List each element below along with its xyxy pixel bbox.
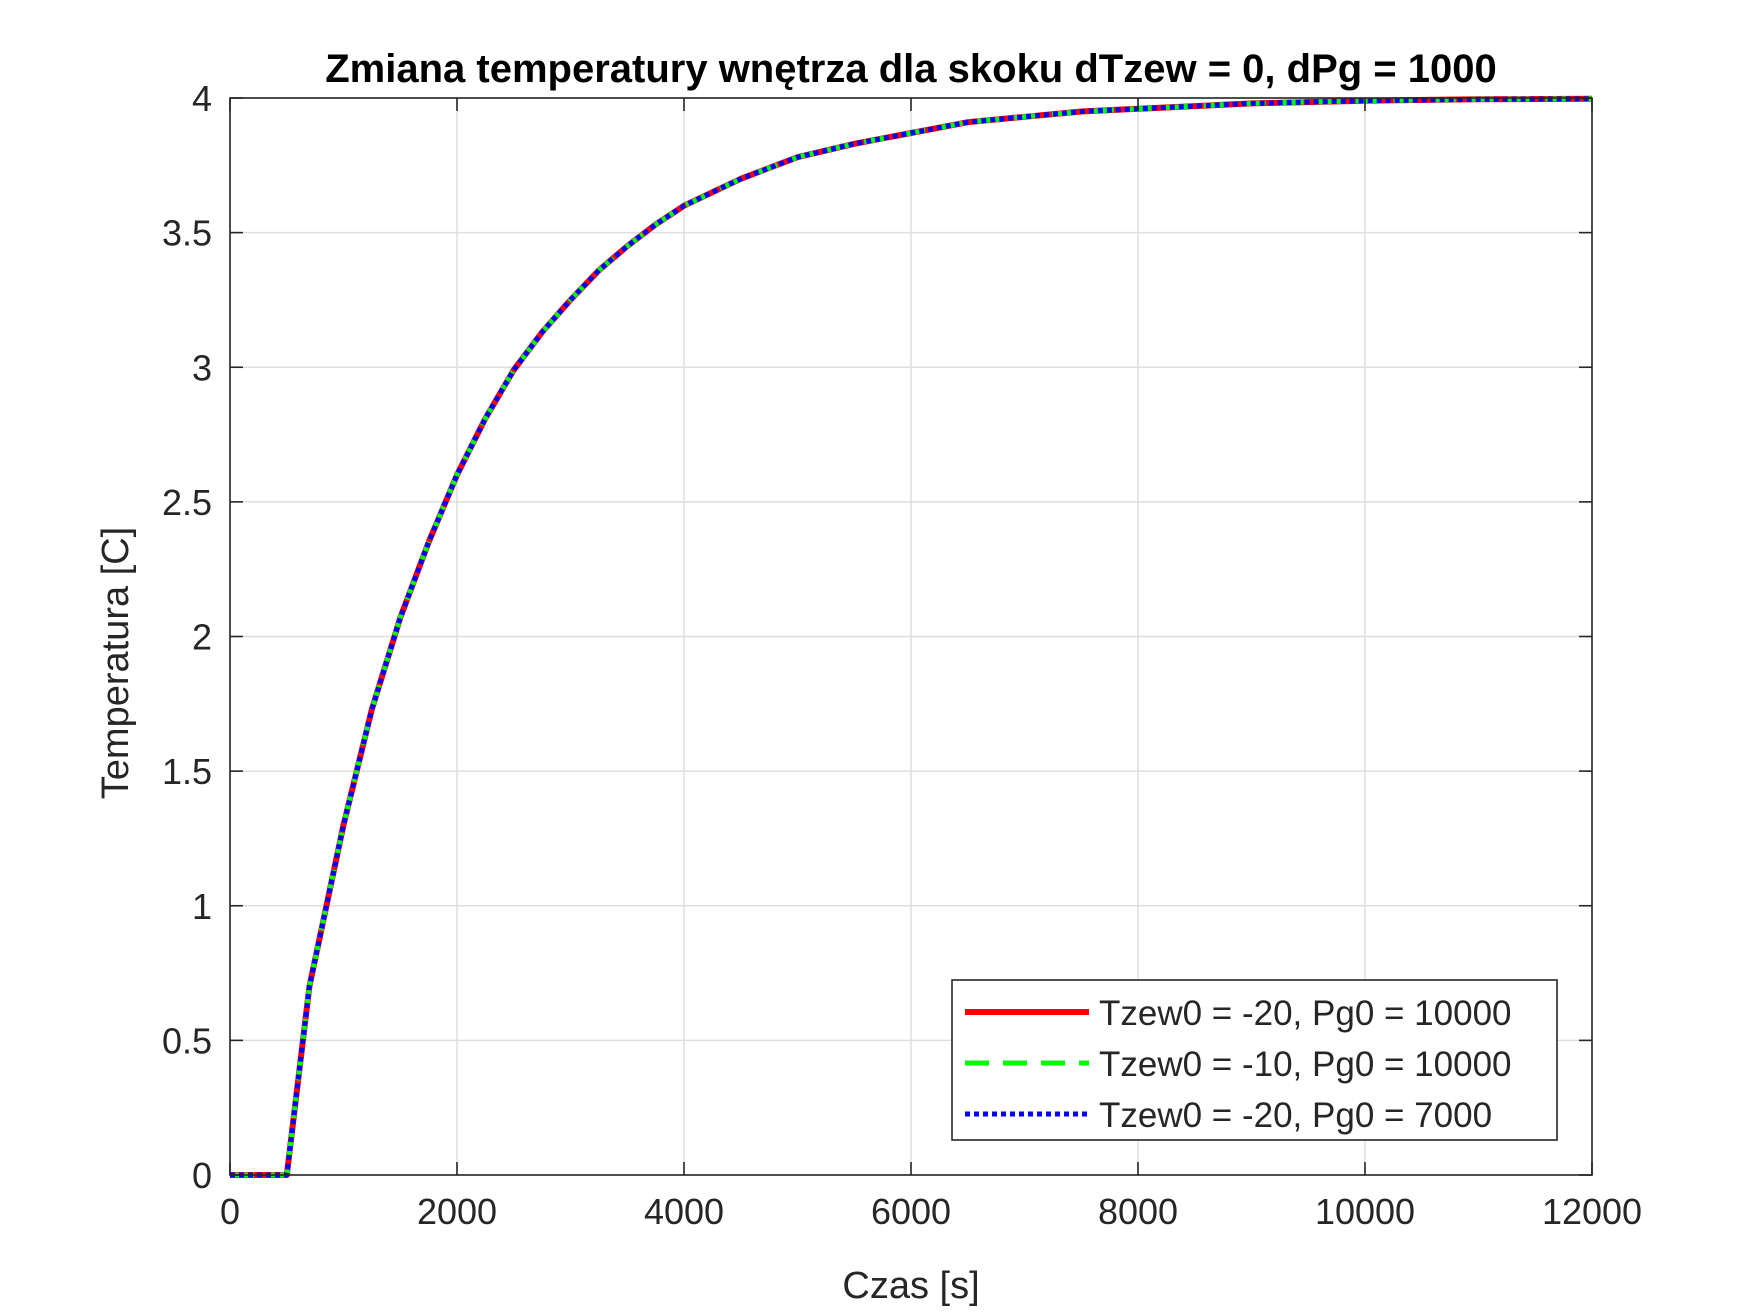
y-axis-label: Temperatura [C]: [95, 527, 137, 799]
series-group: [230, 95, 1593, 1178]
y-tick-label: 3: [192, 347, 212, 388]
x-tick-label: 4000: [644, 1191, 724, 1232]
y-tick-label: 4: [192, 78, 212, 119]
series-line-2: [230, 96, 1593, 1178]
axis-ticks: [229, 97, 1593, 1176]
y-tick-label: 0.5: [162, 1020, 212, 1061]
y-tick-label: 2: [192, 617, 212, 658]
x-axis-label: Czas [s]: [842, 1265, 979, 1307]
x-tick-label: 12000: [1542, 1191, 1642, 1232]
x-tick-label: 8000: [1098, 1191, 1178, 1232]
chart-title: Zmiana temperatury wnętrza dla skoku dTz…: [325, 47, 1497, 91]
x-tick-label: 2000: [417, 1191, 497, 1232]
legend-label-1: Tzew0 = -20, Pg0 = 10000: [1099, 994, 1512, 1033]
legend-label-2: Tzew0 = -10, Pg0 = 10000: [1099, 1045, 1512, 1084]
y-tick-label: 1.5: [162, 751, 212, 792]
x-tick-label: 0: [220, 1191, 240, 1232]
y-tick-label: 3.5: [162, 213, 212, 254]
tick-labels: 0 2000 4000 6000 8000 10000 12000 0 0.5 1 1.5 2 2.5 3…: [162, 78, 1642, 1232]
legend-label-3: Tzew0 = -20, Pg0 = 7000: [1099, 1096, 1492, 1135]
y-tick-label: 2.5: [162, 482, 212, 523]
x-tick-label: 6000: [871, 1191, 951, 1232]
legend: Tzew0 = -20, Pg0 = 10000 Tzew0 = -10, Pg0…: [951, 979, 1558, 1141]
y-tick-label: 0: [192, 1155, 212, 1196]
y-tick-label: 1: [192, 886, 212, 927]
x-tick-label: 10000: [1315, 1191, 1415, 1232]
legend-box: [951, 979, 1558, 1141]
series-line-3: [230, 96, 1593, 1178]
